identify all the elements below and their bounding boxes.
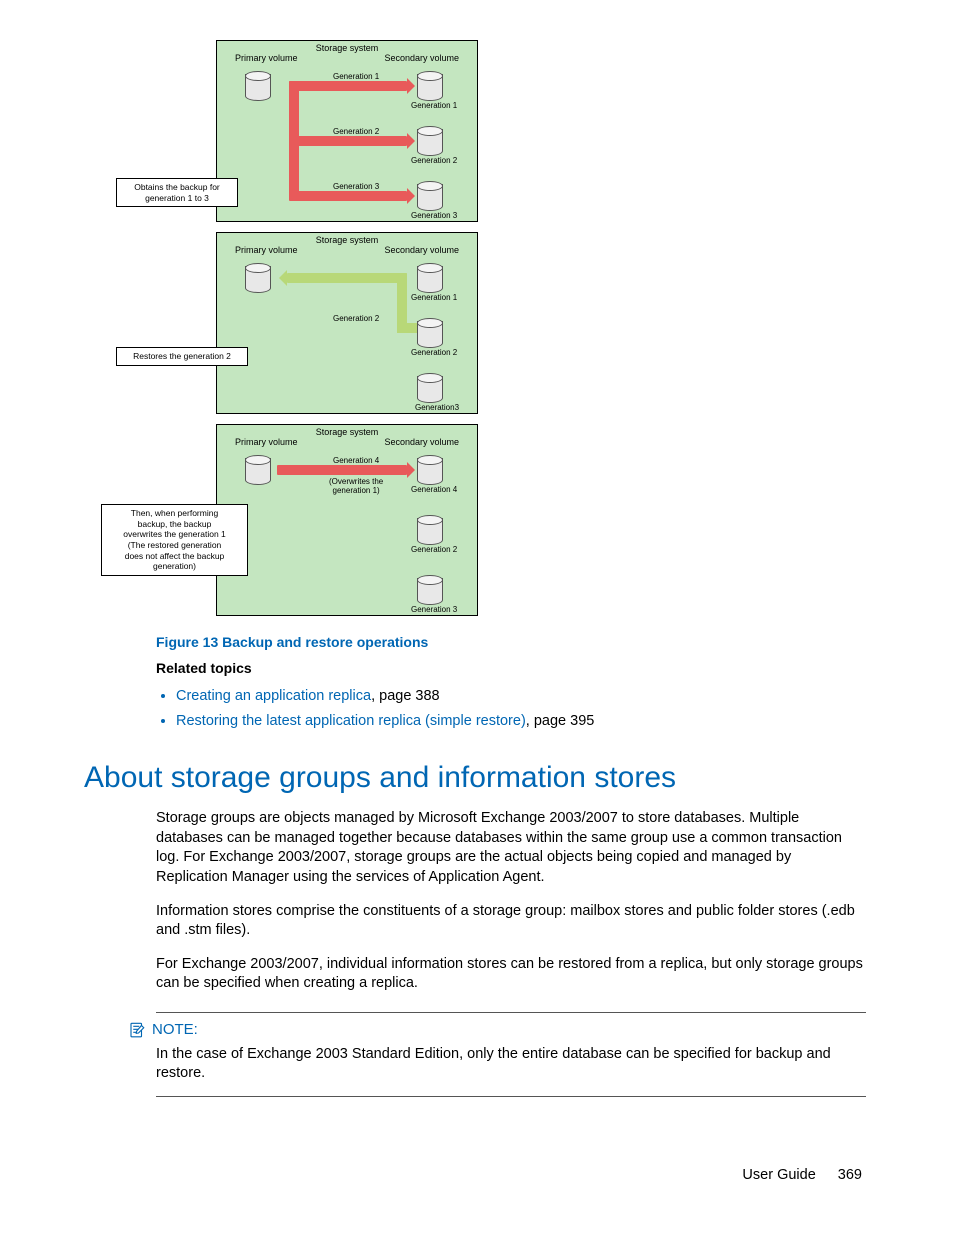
note-block: NOTE: In the case of Exchange 2003 Stand… xyxy=(156,1012,866,1097)
arrow-green xyxy=(397,323,417,333)
gen-label: Generation 2 xyxy=(333,314,379,323)
arrow-red xyxy=(289,191,407,201)
gen-label: Generation 1 xyxy=(333,72,379,81)
document-page: Storage system Primary volume Secondary … xyxy=(0,0,954,1223)
diagram-panel-1: Storage system Primary volume Secondary … xyxy=(216,40,478,222)
note-label: NOTE: xyxy=(128,1021,866,1039)
related-link[interactable]: Restoring the latest application replica… xyxy=(176,713,526,729)
related-topics-list: Creating an application replica, page 38… xyxy=(156,684,866,733)
cylinder-icon xyxy=(417,126,443,156)
arrow-green xyxy=(287,273,407,283)
section-heading: About storage groups and information sto… xyxy=(84,761,866,795)
panel1-title: Storage system xyxy=(217,41,477,53)
arrow-red xyxy=(289,136,407,146)
gen-label: Generation 1 xyxy=(411,293,457,302)
body-paragraph: For Exchange 2003/2007, individual infor… xyxy=(156,955,866,994)
figure-caption: Figure 13 Backup and restore operations xyxy=(156,634,866,650)
cylinder-icon xyxy=(245,71,271,101)
gen-label: Generation 2 xyxy=(411,545,457,554)
panel1-callout: Obtains the backup for generation 1 to 3 xyxy=(116,178,238,207)
note-icon xyxy=(128,1021,146,1039)
gen-label: Generation 3 xyxy=(411,211,457,220)
body-paragraph: Information stores comprise the constitu… xyxy=(156,902,866,941)
cylinder-icon xyxy=(417,455,443,485)
panel1-primary-label: Primary volume xyxy=(235,53,298,63)
related-page-ref: , page 395 xyxy=(526,713,595,729)
cylinder-icon xyxy=(417,263,443,293)
cylinder-icon xyxy=(417,181,443,211)
footer-page-number: 369 xyxy=(838,1167,862,1183)
cylinder-icon xyxy=(245,263,271,293)
arrow-red xyxy=(289,81,407,91)
panel2-callout: Restores the generation 2 xyxy=(116,347,248,366)
panel3-secondary-label: Secondary volume xyxy=(384,437,459,447)
cylinder-icon xyxy=(417,515,443,545)
arrow-red xyxy=(277,465,407,475)
page-footer: User Guide 369 xyxy=(88,1167,866,1183)
related-item: Creating an application replica, page 38… xyxy=(176,684,866,709)
panel3-callout: Then, when performing backup, the backup… xyxy=(101,504,248,576)
cylinder-icon xyxy=(417,575,443,605)
gen-label: Generation 3 xyxy=(333,182,379,191)
footer-guide: User Guide xyxy=(742,1167,815,1183)
panel2-secondary-label: Secondary volume xyxy=(384,245,459,255)
cylinder-icon xyxy=(417,373,443,403)
note-text: In the case of Exchange 2003 Standard Ed… xyxy=(156,1045,866,1084)
panel1-secondary-label: Secondary volume xyxy=(384,53,459,63)
diagram-panel-3: Storage system Primary volume Secondary … xyxy=(216,424,478,616)
cylinder-icon xyxy=(417,71,443,101)
panel2-primary-label: Primary volume xyxy=(235,245,298,255)
gen-label: Generation 1 xyxy=(411,101,457,110)
overwrite-note: (Overwrites the generation 1) xyxy=(329,477,383,495)
diagram-panel-2: Storage system Primary volume Secondary … xyxy=(216,232,478,414)
related-page-ref: , page 388 xyxy=(371,688,440,704)
panel3-title: Storage system xyxy=(217,425,477,437)
gen-label: Generation 2 xyxy=(411,348,457,357)
gen-label: Generation 2 xyxy=(411,156,457,165)
related-item: Restoring the latest application replica… xyxy=(176,709,866,734)
panel2-title: Storage system xyxy=(217,233,477,245)
gen-label: Generation 4 xyxy=(333,456,379,465)
cylinder-icon xyxy=(245,455,271,485)
gen-label: Generation3 xyxy=(415,403,459,412)
gen-label: Generation 2 xyxy=(333,127,379,136)
gen-label: Generation 4 xyxy=(411,485,457,494)
related-link[interactable]: Creating an application replica xyxy=(176,688,371,704)
gen-label: Generation 3 xyxy=(411,605,457,614)
panel3-primary-label: Primary volume xyxy=(235,437,298,447)
related-topics-heading: Related topics xyxy=(156,660,866,676)
figure-13-diagram: Storage system Primary volume Secondary … xyxy=(156,40,866,616)
body-paragraph: Storage groups are objects managed by Mi… xyxy=(156,809,866,887)
cylinder-icon xyxy=(417,318,443,348)
